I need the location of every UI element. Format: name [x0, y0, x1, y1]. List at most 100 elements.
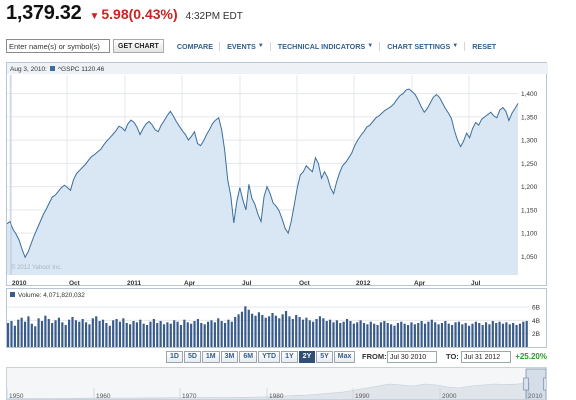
legend-swatch: [50, 66, 55, 71]
volume-bar: [108, 325, 111, 347]
chart-settings-menu[interactable]: CHART SETTINGS ▼: [379, 41, 458, 51]
volume-bar: [332, 322, 335, 347]
volume-bar: [495, 323, 498, 347]
volume-bar: [17, 319, 20, 347]
volume-bar: [291, 319, 294, 347]
volume-bar: [173, 320, 176, 347]
volume-bar: [451, 325, 454, 347]
volume-bar: [135, 322, 138, 347]
volume-bar: [325, 321, 328, 347]
x-tick-label: Apr: [184, 280, 196, 287]
volume-bar: [81, 319, 84, 347]
volume-bar: [64, 325, 67, 347]
volume-bar: [342, 321, 345, 347]
x-tick-label: Apr: [414, 280, 426, 287]
timeline-navigator[interactable]: 1950 1960 1970 1980 1990 2000 2010: [6, 367, 547, 400]
volume-bar: [410, 322, 413, 347]
compare-menu[interactable]: COMPARE: [170, 42, 213, 51]
price-area-fill: [7, 89, 518, 275]
volume-bar: [78, 321, 81, 347]
navigator-tick-label: 1980: [269, 393, 284, 400]
technical-indicators-menu[interactable]: TECHNICAL INDICATORS ▼: [269, 41, 374, 51]
volume-bar: [284, 311, 288, 347]
get-chart-button[interactable]: GET CHART: [113, 39, 164, 53]
quote-header: 1,379.32 ▼ 5.98 (0.43%) 4:32PM EDT: [6, 2, 243, 28]
volume-tick-label: 6B: [532, 305, 540, 312]
volume-bar: [210, 320, 213, 347]
volume-bar: [57, 317, 61, 347]
range-button-1d[interactable]: 1D: [166, 351, 183, 363]
range-button-5y[interactable]: 5Y: [316, 351, 333, 363]
volume-bar: [139, 319, 142, 347]
volume-bar: [95, 316, 98, 347]
navigator-handle-right[interactable]: [543, 377, 548, 391]
volume-bar: [47, 319, 50, 347]
volume-bar: [91, 318, 94, 347]
volume-bar: [454, 322, 457, 347]
volume-bar: [403, 323, 406, 347]
volume-bar: [444, 321, 447, 347]
volume-chart[interactable]: Volume: 4,071,820,032 2B 4B 6B: [6, 288, 547, 348]
volume-bar: [159, 321, 162, 347]
symbol-input[interactable]: [6, 39, 110, 53]
range-button-3m[interactable]: 3M: [220, 351, 239, 363]
technical-indicators-label: TECHNICAL INDICATORS: [277, 41, 366, 51]
volume-bar: [183, 319, 186, 347]
y-tick-label: 1,200: [521, 184, 538, 191]
navigator-selection[interactable]: [525, 368, 546, 400]
volume-bar: [264, 317, 267, 347]
chart-settings-label: CHART SETTINGS: [387, 41, 451, 51]
range-button-6m[interactable]: 6M: [239, 351, 258, 363]
volume-bar: [447, 323, 450, 347]
navigator-svg: 1950 1960 1970 1980 1990 2000 2010: [7, 368, 548, 400]
y-tick-label: 1,300: [521, 138, 538, 145]
events-menu[interactable]: EVENTS ▼: [219, 41, 264, 51]
range-button-2y[interactable]: 2Y: [298, 351, 316, 363]
volume-bar: [512, 323, 515, 347]
volume-bar: [329, 319, 332, 347]
volume-bar: [115, 319, 118, 347]
volume-bar: [37, 318, 40, 347]
volume-bar: [471, 323, 474, 347]
range-button-max[interactable]: Max: [333, 351, 356, 363]
y-tick-label: 1,400: [521, 91, 538, 98]
volume-bar: [20, 317, 23, 347]
reset-menu[interactable]: RESET: [464, 41, 496, 51]
volume-bar: [393, 325, 396, 347]
from-date-input[interactable]: [387, 351, 437, 363]
volume-bar: [352, 323, 355, 347]
range-button-5d[interactable]: 5D: [183, 351, 201, 363]
volume-bar: [508, 324, 511, 347]
volume-bar: [268, 316, 271, 347]
volume-bar: [142, 323, 145, 347]
price-chart[interactable]: Aug 3, 2010: ^GSPC 1120.46 1,050 1,100 1,150…: [6, 62, 548, 287]
volume-bar: [7, 323, 10, 347]
x-tick-label: Oct: [299, 280, 311, 287]
volume-bar: [44, 315, 47, 347]
volume-bar: [186, 322, 189, 347]
volume-legend: Volume: 4,071,820,032: [18, 292, 85, 299]
volume-bar: [206, 321, 210, 347]
caret-down-icon: ▼: [367, 43, 374, 49]
quote-time: 4:32PM EDT: [185, 11, 243, 22]
range-change-percent: +25.20%: [515, 352, 547, 361]
navigator-handle-left[interactable]: [523, 377, 529, 391]
volume-bar: [295, 315, 298, 347]
volume-bar: [298, 317, 301, 347]
range-button-ytd[interactable]: YTD: [258, 351, 281, 363]
change-value: 5.98: [101, 6, 129, 22]
volume-bar: [373, 323, 376, 347]
current-price: 1,379.32: [6, 2, 82, 24]
chart-toolbar: GET CHART COMPARE EVENTS▼ TECHNICAL INDI…: [6, 38, 496, 54]
range-button-1m[interactable]: 1M: [201, 351, 220, 363]
volume-bar: [179, 325, 183, 347]
volume-bar: [254, 315, 257, 347]
volume-bar: [396, 323, 399, 347]
range-button-1y[interactable]: 1Y: [281, 351, 298, 363]
to-date-input[interactable]: [461, 351, 511, 363]
volume-bar: [498, 321, 501, 347]
volume-bar: [413, 324, 416, 347]
volume-bar: [383, 321, 386, 347]
volume-bar: [34, 326, 37, 347]
volume-bar: [71, 317, 74, 347]
